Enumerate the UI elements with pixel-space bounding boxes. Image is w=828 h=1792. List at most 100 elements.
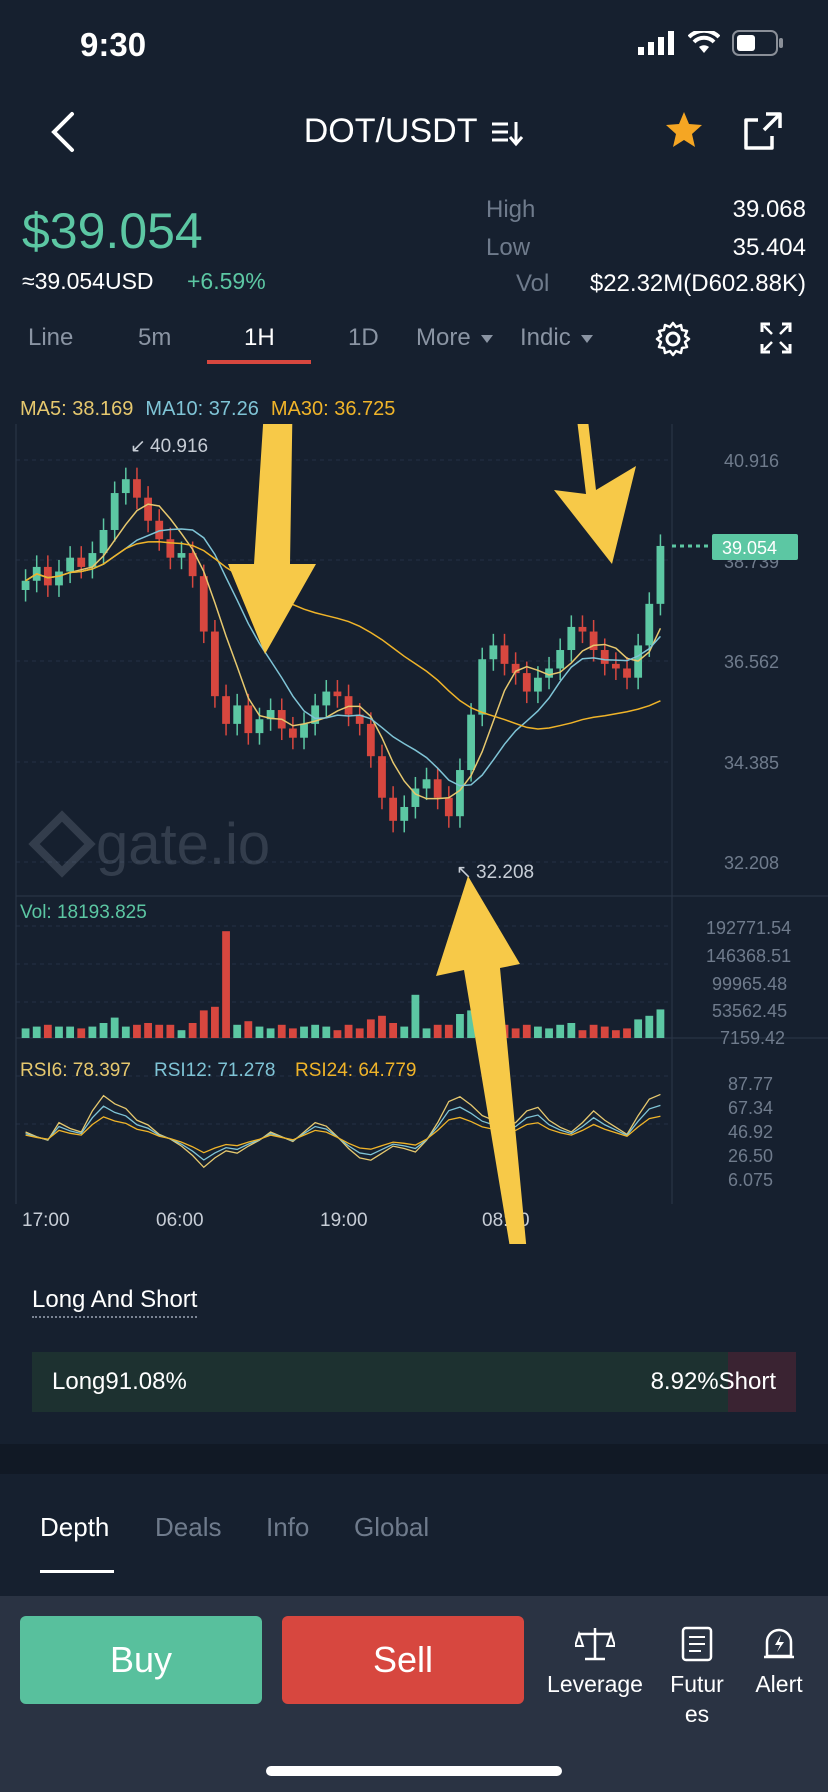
volume-bar — [288, 1028, 297, 1038]
rsi12-label: RSI12: 71.278 — [154, 1060, 275, 1081]
settings-gear-icon[interactable] — [654, 320, 692, 358]
high-label: High — [486, 196, 536, 223]
volume-bar — [55, 1026, 63, 1038]
volume-bar — [656, 1009, 665, 1038]
tab-deals[interactable]: Deals — [155, 1512, 222, 1542]
volume-bar — [600, 1026, 609, 1038]
tab-indic[interactable]: Indic — [520, 324, 593, 352]
battery-icon — [732, 30, 783, 56]
volume-bar — [322, 1026, 331, 1038]
candle — [600, 650, 609, 664]
candle — [88, 553, 97, 567]
candle — [121, 479, 130, 494]
fullscreen-icon[interactable] — [760, 322, 792, 354]
last-price: $39.054 — [22, 203, 203, 259]
tab-indic-label: Indic — [520, 324, 571, 351]
usd-equivalent: ≈39.054USD — [22, 268, 154, 294]
candle — [211, 631, 219, 697]
tab-1d[interactable]: 1D — [348, 324, 379, 351]
candle — [534, 677, 542, 692]
candle — [389, 797, 398, 821]
section-divider — [0, 1444, 828, 1474]
volume-bar — [211, 1006, 219, 1038]
volume-bar — [344, 1024, 353, 1038]
candle — [110, 493, 119, 530]
rsi6-line — [25, 1093, 661, 1169]
document-icon — [681, 1626, 713, 1662]
rsi-tick: 46.92 — [728, 1122, 773, 1142]
long-short-title[interactable]: Long And Short — [32, 1286, 198, 1318]
candle — [511, 663, 520, 674]
volume-bar — [188, 1023, 197, 1038]
annotation-arrow — [436, 876, 527, 1244]
volume-bar — [623, 1028, 631, 1038]
volume-bar — [110, 1017, 119, 1038]
time-tick: 19:00 — [320, 1210, 368, 1231]
buy-button[interactable]: Buy — [20, 1616, 262, 1704]
volume-bar — [66, 1026, 75, 1038]
candle — [545, 668, 553, 678]
rsi-tick: 6.075 — [728, 1170, 773, 1190]
candle — [400, 806, 409, 821]
time-tick: 17:00 — [22, 1210, 70, 1231]
candle — [300, 723, 308, 738]
volume-bar — [88, 1026, 97, 1038]
watermark-text: gate.io — [96, 812, 270, 877]
long-short-bar: Long91.08% 8.92%Short — [32, 1352, 796, 1412]
alert-button[interactable]: Alert — [744, 1626, 814, 1699]
volume-bar — [467, 1010, 475, 1038]
candle — [567, 626, 576, 651]
candle — [133, 479, 141, 498]
time-tick: 06:00 — [156, 1210, 204, 1231]
volume-bar — [155, 1024, 164, 1038]
candle — [233, 705, 242, 724]
volume-bar — [121, 1026, 130, 1038]
tab-more[interactable]: More — [416, 324, 493, 352]
volume-bar — [177, 1030, 186, 1038]
candle — [188, 553, 197, 577]
candle — [77, 557, 86, 567]
volume-bar — [355, 1028, 364, 1038]
current-price-badge — [712, 534, 798, 560]
price-tick: 36.562 — [724, 652, 779, 672]
back-icon[interactable] — [44, 108, 84, 156]
rsi-tick: 67.34 — [728, 1098, 773, 1118]
favorite-star-icon[interactable] — [664, 110, 704, 150]
high-marker-arrow: ↙ — [130, 436, 146, 457]
tab-1h[interactable]: 1H — [244, 324, 275, 351]
candle — [623, 668, 631, 678]
tab-global[interactable]: Global — [354, 1512, 430, 1542]
leverage-button[interactable]: Leverage — [540, 1626, 650, 1699]
candle — [645, 603, 654, 646]
volume-bar — [444, 1024, 453, 1038]
ma10-label: MA10: 37.26 — [145, 398, 259, 420]
futures-button[interactable]: Futur es — [662, 1626, 732, 1729]
tab-5m[interactable]: 5m — [138, 324, 172, 351]
volume-bar — [77, 1028, 86, 1038]
tab-line[interactable]: Line — [28, 324, 74, 351]
volume-bar — [534, 1026, 542, 1038]
volume-bar — [233, 1024, 242, 1038]
rsi-lines-group — [25, 1093, 661, 1169]
rsi24-label: RSI24: 64.779 — [295, 1060, 416, 1081]
price-change: +6.59% — [187, 268, 266, 294]
price-chart[interactable]: gate.io 40.916 38.739 36.562 34.385 32.2… — [0, 424, 828, 1244]
candle — [199, 576, 208, 632]
scale-icon — [573, 1628, 617, 1661]
sell-button[interactable]: Sell — [282, 1616, 524, 1704]
share-icon[interactable] — [742, 110, 784, 152]
tab-depth[interactable]: Depth — [40, 1512, 110, 1542]
candle — [222, 696, 230, 724]
volume-label: Vol: 18193.825 — [20, 902, 147, 923]
volume-bar — [222, 931, 230, 1038]
tab-info[interactable]: Info — [266, 1512, 310, 1542]
volume-bar — [378, 1015, 386, 1038]
price-tick: 40.916 — [724, 451, 779, 471]
status-icons — [638, 30, 784, 56]
short-ratio-label: 8.92%Short — [650, 1368, 776, 1395]
volume-row: Vol $22.32M(D602.88K) — [486, 270, 806, 298]
pair-title[interactable]: DOT/USDT — [0, 112, 828, 151]
signal-icon — [638, 31, 674, 55]
switch-pair-icon[interactable] — [490, 119, 524, 147]
annotation-arrows — [228, 424, 636, 1244]
